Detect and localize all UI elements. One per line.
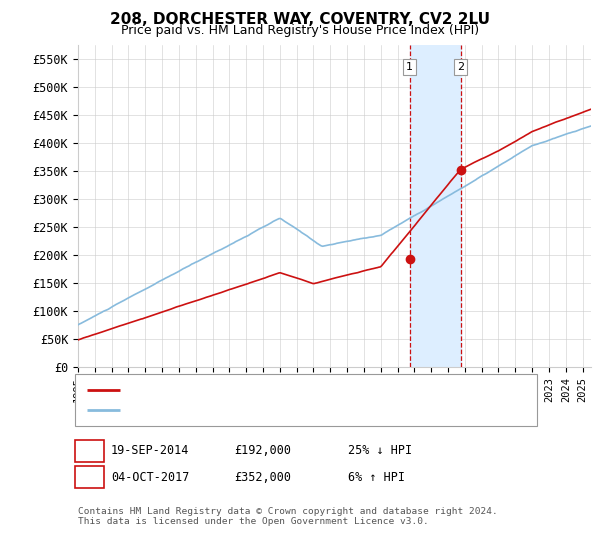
Text: £192,000: £192,000 [234,444,291,458]
Text: Contains HM Land Registry data © Crown copyright and database right 2024.
This d: Contains HM Land Registry data © Crown c… [78,507,498,526]
Bar [410,45,461,367]
Text: 19-SEP-2014: 19-SEP-2014 [111,444,190,458]
Text: 2: 2 [86,470,93,484]
Text: 25% ↓ HPI: 25% ↓ HPI [348,444,412,458]
Text: 208, DORCHESTER WAY, COVENTRY, CV2 2LU: 208, DORCHESTER WAY, COVENTRY, CV2 2LU [110,12,490,27]
Text: 1: 1 [406,62,413,72]
Text: 6% ↑ HPI: 6% ↑ HPI [348,470,405,484]
Text: Price paid vs. HM Land Registry's House Price Index (HPI): Price paid vs. HM Land Registry's House … [121,24,479,37]
Text: 2: 2 [457,62,464,72]
Text: £352,000: £352,000 [234,470,291,484]
Text: 04-OCT-2017: 04-OCT-2017 [111,470,190,484]
Text: 208, DORCHESTER WAY, COVENTRY, CV2 2LU (detached house): 208, DORCHESTER WAY, COVENTRY, CV2 2LU (… [126,385,470,395]
Text: 1: 1 [86,444,93,458]
Text: HPI: Average price, detached house, Coventry: HPI: Average price, detached house, Cove… [126,405,401,415]
